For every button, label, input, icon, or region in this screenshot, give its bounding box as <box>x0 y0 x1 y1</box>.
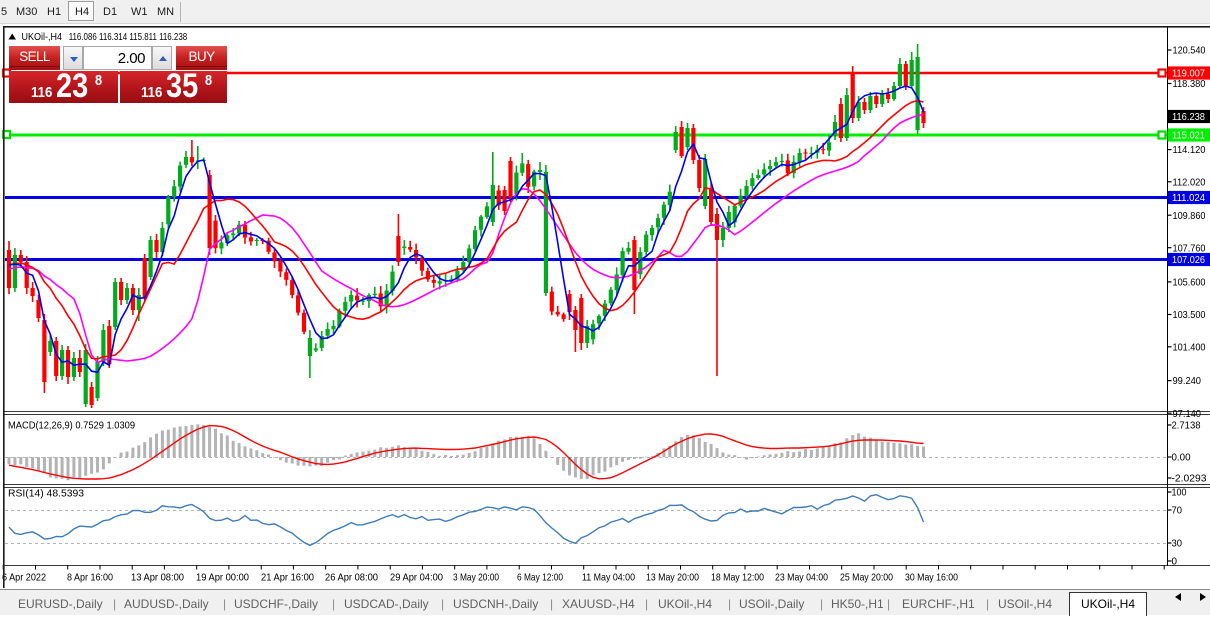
svg-text:UKOil-,H4: UKOil-,H4 <box>22 31 63 43</box>
svg-text:111.024: 111.024 <box>1172 193 1205 204</box>
svg-text:26 Apr 08:00: 26 Apr 08:00 <box>325 573 378 584</box>
svg-text:99.240: 99.240 <box>1173 376 1202 387</box>
svg-text:109.860: 109.860 <box>1173 211 1206 222</box>
svg-text:18 May 12:00: 18 May 12:00 <box>711 573 764 584</box>
svg-text:118.380: 118.380 <box>1173 79 1206 90</box>
svg-text:2.7138: 2.7138 <box>1172 421 1201 432</box>
svg-text:30 May 16:00: 30 May 16:00 <box>905 573 958 584</box>
svg-text:116.086 116.314 115.811 116.23: 116.086 116.314 115.811 116.238 <box>69 31 188 43</box>
svg-text:119.007: 119.007 <box>1172 69 1205 80</box>
svg-text:120.540: 120.540 <box>1173 46 1206 57</box>
svg-text:29 Apr 04:00: 29 Apr 04:00 <box>390 573 443 584</box>
svg-text:3 May 20:00: 3 May 20:00 <box>453 573 499 584</box>
svg-text:103.500: 103.500 <box>1173 310 1206 321</box>
svg-text:107.760: 107.760 <box>1173 243 1206 254</box>
svg-text:101.400: 101.400 <box>1173 342 1206 353</box>
svg-text:11 May 04:00: 11 May 04:00 <box>582 573 635 584</box>
svg-text:25 May 20:00: 25 May 20:00 <box>840 573 893 584</box>
svg-text:-2.0293: -2.0293 <box>1172 474 1207 485</box>
svg-text:8 Apr 16:00: 8 Apr 16:00 <box>67 573 113 584</box>
svg-text:100: 100 <box>1172 488 1187 499</box>
svg-text:116.238: 116.238 <box>1172 112 1205 123</box>
svg-text:105.600: 105.600 <box>1173 278 1206 289</box>
svg-text:115.021: 115.021 <box>1172 131 1205 142</box>
svg-text:30: 30 <box>1172 539 1183 550</box>
svg-text:23 May 04:00: 23 May 04:00 <box>775 573 828 584</box>
svg-text:112.020: 112.020 <box>1173 177 1206 188</box>
svg-text:MACD(12,26,9) 0.7529 1.0309: MACD(12,26,9) 0.7529 1.0309 <box>8 421 135 432</box>
svg-text:21 Apr 16:00: 21 Apr 16:00 <box>261 573 314 584</box>
svg-text:13 May 20:00: 13 May 20:00 <box>646 573 699 584</box>
svg-text:6 Apr 2022: 6 Apr 2022 <box>2 573 46 584</box>
svg-text:70: 70 <box>1172 506 1183 517</box>
svg-text:97.140: 97.140 <box>1173 409 1202 420</box>
svg-text:RSI(14) 48.5393: RSI(14) 48.5393 <box>8 489 84 500</box>
svg-text:0: 0 <box>1172 557 1178 568</box>
svg-text:107.026: 107.026 <box>1172 255 1205 266</box>
svg-text:19 Apr 00:00: 19 Apr 00:00 <box>196 573 249 584</box>
svg-text:114.120: 114.120 <box>1173 145 1206 156</box>
svg-text:6 May 12:00: 6 May 12:00 <box>517 573 563 584</box>
svg-text:13 Apr 08:00: 13 Apr 08:00 <box>131 573 184 584</box>
svg-text:0.00: 0.00 <box>1172 453 1191 464</box>
